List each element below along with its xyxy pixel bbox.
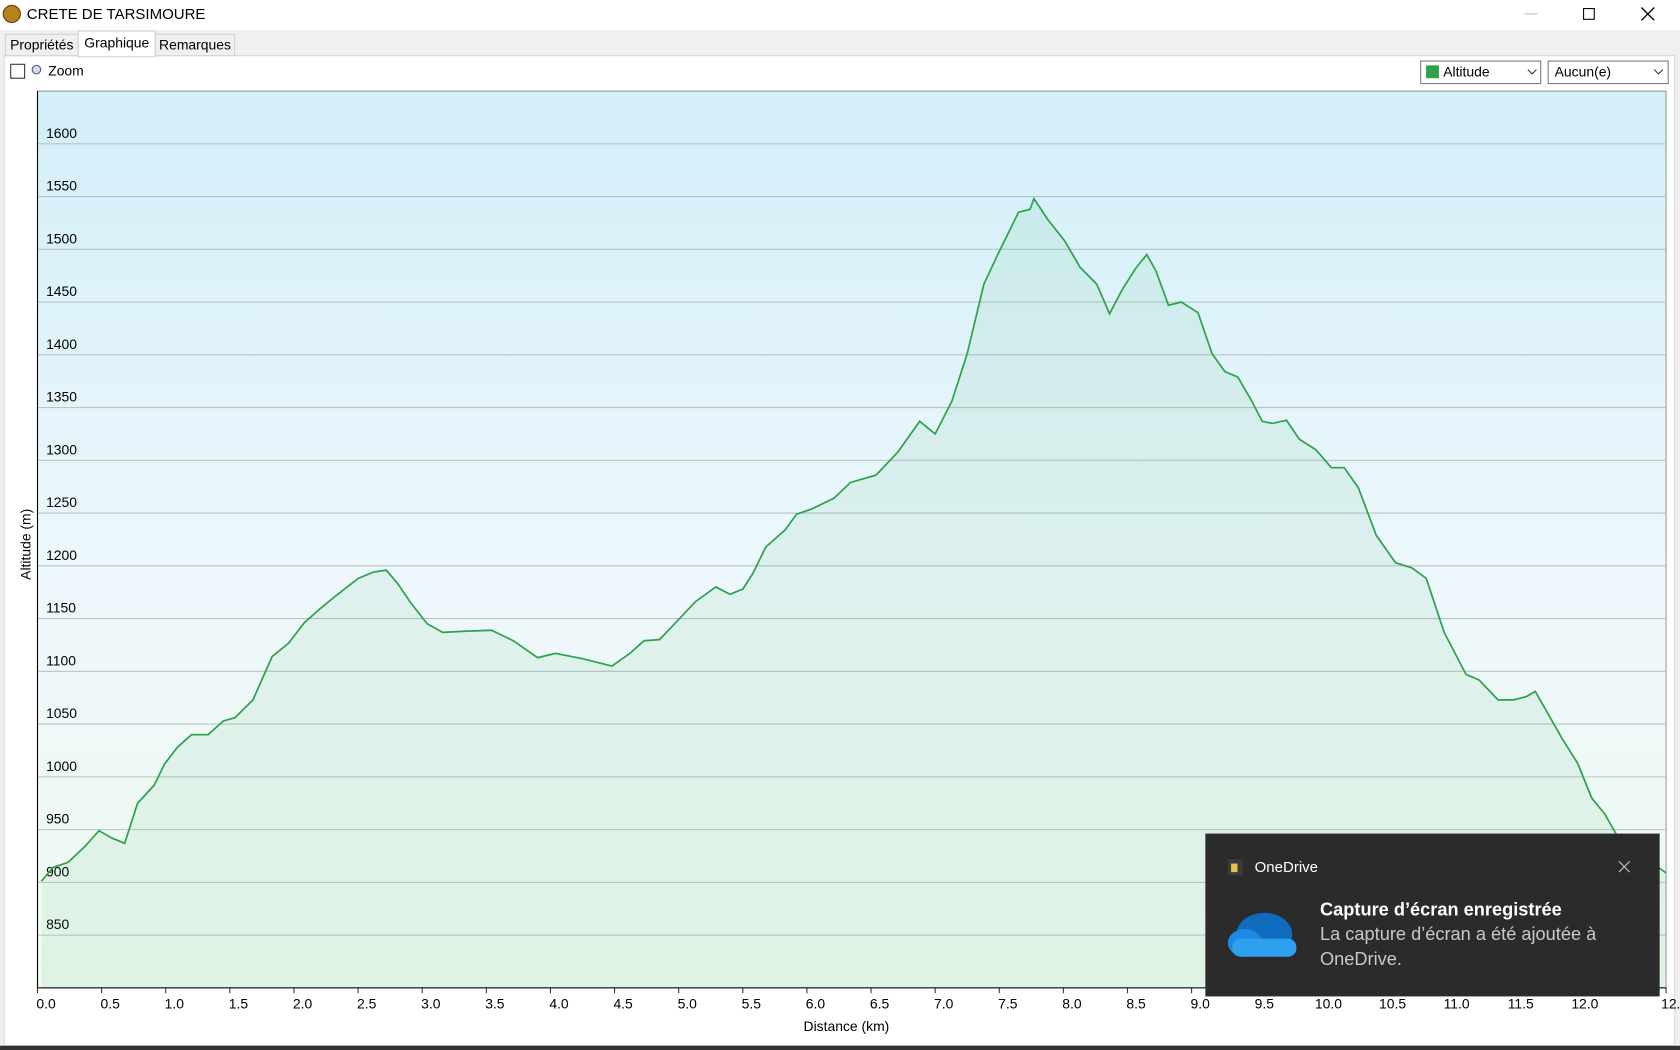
restore-button[interactable] (1583, 8, 1595, 20)
x-tick-label: 9.5 (1255, 996, 1275, 1012)
close-button[interactable] (1640, 7, 1655, 21)
tab-label: Remarques (159, 37, 231, 53)
area-fill (41, 198, 1667, 988)
x-tick-label: 11.5 (1508, 996, 1534, 1012)
y-tick-label: 1050 (46, 705, 77, 721)
x-tick-label: 12.7 (1661, 996, 1680, 1012)
bottom-edge (0, 1045, 1680, 1050)
second-dropdown-label: Aucun(e) (1555, 64, 1611, 80)
x-tick-label: 4.0 (549, 996, 569, 1012)
tab[interactable] (154, 33, 236, 57)
x-tick-label: 10.5 (1379, 996, 1406, 1012)
x-tick-label: 5.0 (678, 996, 698, 1012)
altitude-line (40, 196, 1667, 882)
y-tick-label: 1100 (46, 652, 76, 668)
x-tick-label: 1.5 (229, 996, 249, 1012)
y-tick-label: 850 (46, 916, 69, 932)
x-tick-label: 6.0 (806, 996, 826, 1012)
x-tick-label: 6.5 (870, 996, 890, 1012)
toast[interactable]: OneDrive Capture d’écran enregistrée La … (1205, 833, 1660, 997)
toast-body-line: OneDrive. (1320, 949, 1402, 969)
x-tick-label: 2.0 (293, 996, 313, 1012)
y-tick-label: 1350 (46, 389, 77, 405)
x-tick-label: 8.5 (1126, 996, 1146, 1012)
y-tick-label: 1400 (46, 336, 77, 352)
x-tick-label: 10.0 (1315, 996, 1342, 1012)
toast-app: OneDrive (1255, 859, 1318, 876)
x-tick-label: 0.5 (101, 996, 121, 1012)
cloud-part (1232, 938, 1297, 957)
chevron (1653, 69, 1664, 75)
x-tick-label: 3.5 (485, 996, 505, 1012)
toast-app-icon-inner (1231, 863, 1238, 873)
chevron (1527, 69, 1537, 75)
second-dropdown[interactable] (1547, 60, 1669, 85)
zoom-label: Zoom (48, 62, 84, 78)
x-axis-label: Distance (km) (804, 1018, 890, 1034)
onedrive-cloud (1227, 912, 1297, 957)
x-tick-label: 7.0 (934, 996, 954, 1012)
zoom-checkbox[interactable] (10, 63, 26, 79)
zoom-icon (31, 64, 42, 75)
y-tick-label: 1250 (46, 494, 77, 510)
x-tick-label: 9.0 (1191, 996, 1211, 1012)
x-tick-label: 12.0 (1571, 996, 1598, 1012)
toast-body-line: La capture d’écran a été ajoutée à (1320, 924, 1597, 944)
toast-title: Capture d’écran enregistrée (1320, 900, 1562, 920)
y-tick-label: 1200 (46, 547, 77, 563)
y-tick-label: 1450 (46, 283, 77, 299)
x-tick-label: 7.5 (998, 996, 1018, 1012)
toast-close[interactable] (1618, 861, 1631, 873)
y-tick-label: 1500 (46, 230, 77, 246)
y-tick-label: 1550 (46, 178, 77, 194)
x-tick-label: 8.0 (1062, 996, 1082, 1012)
series-dropdown[interactable] (1420, 60, 1542, 85)
window-title: CRETE DE TARSIMOURE (27, 6, 206, 23)
series-dropdown-label: Altitude (1443, 64, 1490, 80)
title-bar (0, 0, 1680, 30)
series-swatch (1426, 65, 1439, 79)
x-tick-label: 4.5 (613, 996, 633, 1012)
y-tick-label: 950 (46, 811, 69, 827)
x-tick-label: 5.5 (742, 996, 762, 1012)
y-axis-label: Altitude (m) (17, 509, 33, 580)
toast-bg (1205, 833, 1660, 997)
x-tick-label: 3.0 (421, 996, 441, 1012)
y-tick-label: 1600 (46, 125, 77, 141)
app-icon (2, 4, 21, 24)
x-tick-label: 1.0 (165, 996, 185, 1012)
x-tick-label: 2.5 (357, 996, 377, 1012)
x-tick-label: 0.0 (36, 996, 56, 1012)
y-tick-label: 1300 (46, 441, 77, 457)
tab-label: Propriétés (10, 37, 73, 53)
y-tick-label: 1000 (46, 758, 77, 774)
tab-label: Graphique (84, 35, 149, 51)
x-tick-label: 11.0 (1444, 996, 1470, 1012)
y-tick-label: 1150 (46, 600, 76, 616)
